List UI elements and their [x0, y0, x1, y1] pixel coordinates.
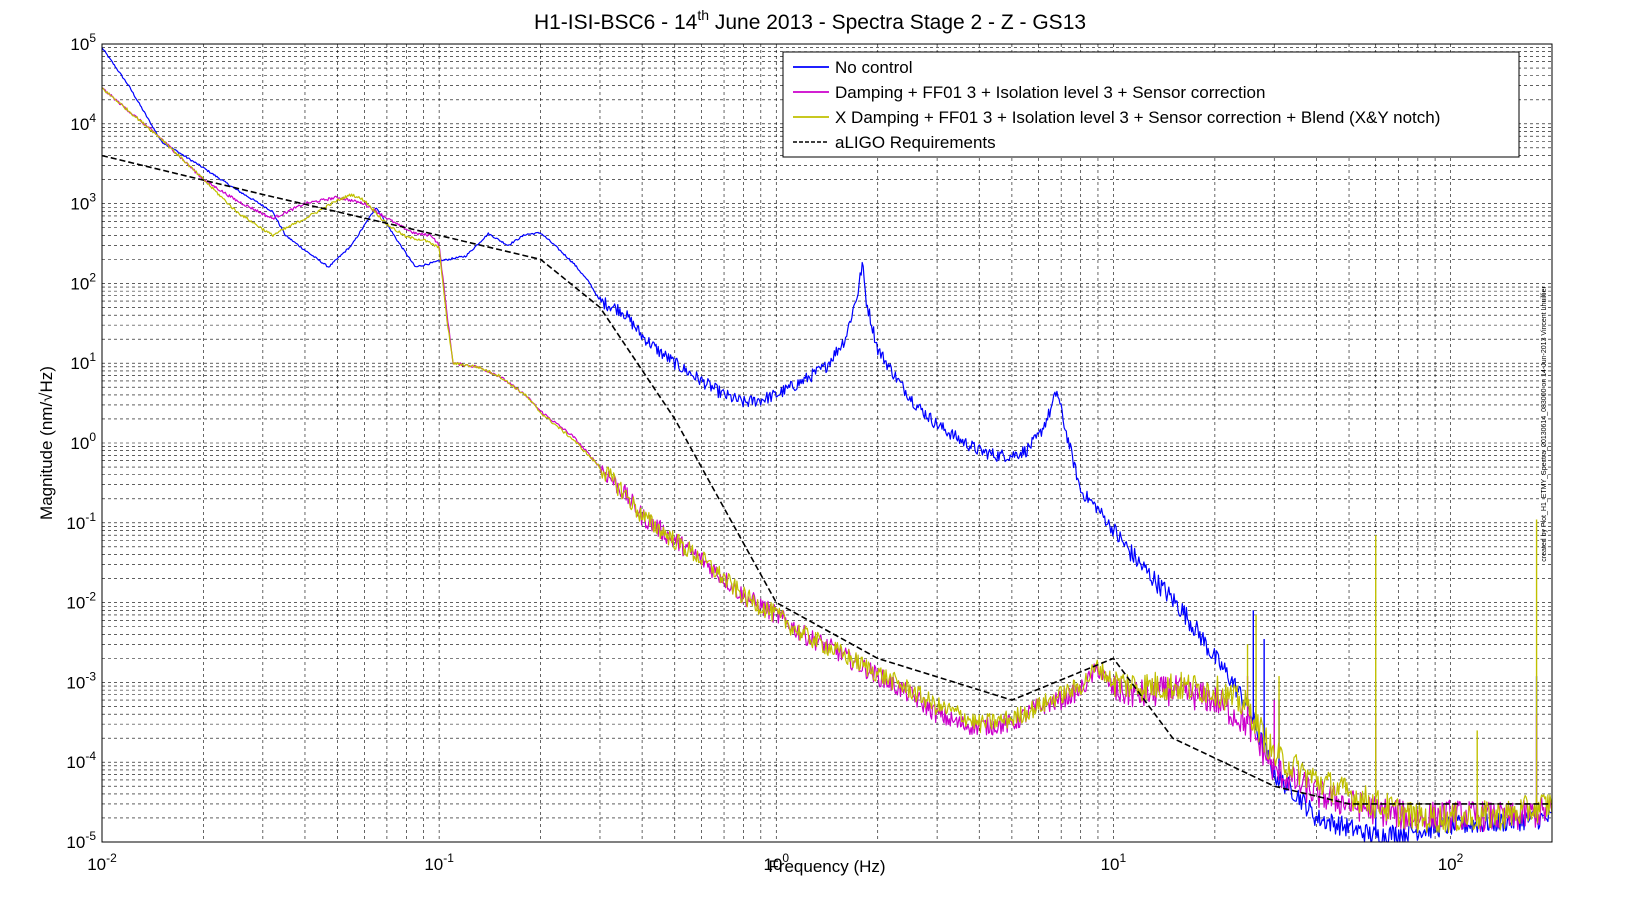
y-axis-title: Magnitude (nm/√Hz) — [37, 366, 56, 520]
x-tick-base: 10 — [87, 855, 106, 874]
y-tick-exponent: 2 — [89, 270, 96, 284]
y-tick-label: 101 — [70, 350, 96, 373]
y-tick-base: 10 — [70, 115, 89, 134]
grid-layer — [101, 43, 1553, 843]
y-tick-base: 10 — [66, 833, 85, 852]
y-tick-label: 102 — [70, 270, 96, 293]
legend: No control Damping + FF01 3 + Isolation l… — [782, 51, 1520, 158]
y-tick-exponent: 4 — [89, 111, 96, 125]
y-tick-label: 104 — [70, 111, 96, 134]
x-tick-base: 10 — [763, 855, 782, 874]
y-tick-label: 103 — [70, 191, 96, 214]
x-tick-exponent: -2 — [106, 851, 117, 865]
y-tick-base: 10 — [66, 594, 85, 613]
x-tick-exponent: 2 — [1457, 851, 1464, 865]
y-tick-base: 10 — [66, 514, 85, 533]
series-line-aligo-requirements — [101, 154, 1552, 805]
side-note: created by Plot_H1_ETMY_Spectra_20130614… — [1541, 286, 1548, 562]
y-tick-base: 10 — [70, 35, 89, 54]
x-tick-labels: 10-2 10-1 100 101 102 — [87, 851, 1463, 874]
legend-label: aLIGO Requirements — [835, 133, 996, 152]
y-tick-exponent: 0 — [89, 430, 96, 444]
y-tick-exponent: 3 — [89, 191, 96, 205]
y-tick-label: 10-3 — [66, 669, 96, 692]
legend-box — [782, 51, 1520, 158]
x-tick-label: 10-2 — [87, 851, 117, 874]
x-tick-label: 10-1 — [424, 851, 454, 874]
legend-label: X Damping + FF01 3 + Isolation level 3 +… — [835, 108, 1440, 127]
y-tick-label: 10-4 — [66, 749, 96, 772]
x-tick-label: 100 — [763, 851, 789, 874]
series-line-x-damping-blend — [101, 87, 1553, 834]
y-tick-label: 10-1 — [66, 510, 96, 533]
chart-title: H1-ISI-BSC6 - 14th June 2013 - Spectra S… — [534, 7, 1086, 34]
y-tick-base: 10 — [70, 195, 89, 214]
y-tick-exponent: -4 — [85, 749, 96, 763]
y-tick-base: 10 — [70, 434, 89, 453]
y-tick-label: 10-2 — [66, 590, 96, 613]
x-tick-exponent: -1 — [443, 851, 454, 865]
y-tick-label: 10-5 — [66, 829, 96, 852]
y-tick-exponent: 1 — [89, 350, 96, 364]
x-axis-title: Frequency (Hz) — [768, 857, 885, 876]
y-tick-label: 105 — [70, 31, 96, 54]
x-tick-exponent: 0 — [782, 851, 789, 865]
legend-label: Damping + FF01 3 + Isolation level 3 + S… — [835, 83, 1265, 102]
x-tick-base: 10 — [424, 855, 443, 874]
x-tick-label: 101 — [1101, 851, 1127, 874]
plot-frame — [101, 43, 1553, 843]
chart-title-main: H1-ISI-BSC6 - 14 — [534, 11, 698, 34]
series-line-damping-ff01 — [101, 87, 1553, 833]
y-tick-exponent: -1 — [85, 510, 96, 524]
y-tick-base: 10 — [70, 354, 89, 373]
y-tick-exponent: -2 — [85, 590, 96, 604]
x-tick-base: 10 — [1438, 855, 1457, 874]
legend-label: No control — [835, 58, 912, 77]
y-tick-base: 10 — [66, 753, 85, 772]
series-line-no-control — [101, 47, 1553, 843]
y-tick-exponent: -3 — [85, 669, 96, 683]
series-layer — [101, 47, 1553, 843]
y-tick-base: 10 — [70, 274, 89, 293]
x-tick-exponent: 1 — [1120, 851, 1127, 865]
x-tick-base: 10 — [1101, 855, 1120, 874]
y-tick-exponent: -5 — [85, 829, 96, 843]
chart-title-rest: June 2013 - Spectra Stage 2 - Z - GS13 — [709, 11, 1086, 34]
chart-title-sup: th — [697, 7, 709, 23]
y-tick-exponent: 5 — [89, 31, 96, 45]
x-tick-label: 102 — [1438, 851, 1464, 874]
y-tick-label: 100 — [70, 430, 96, 453]
y-tick-base: 10 — [66, 673, 85, 692]
